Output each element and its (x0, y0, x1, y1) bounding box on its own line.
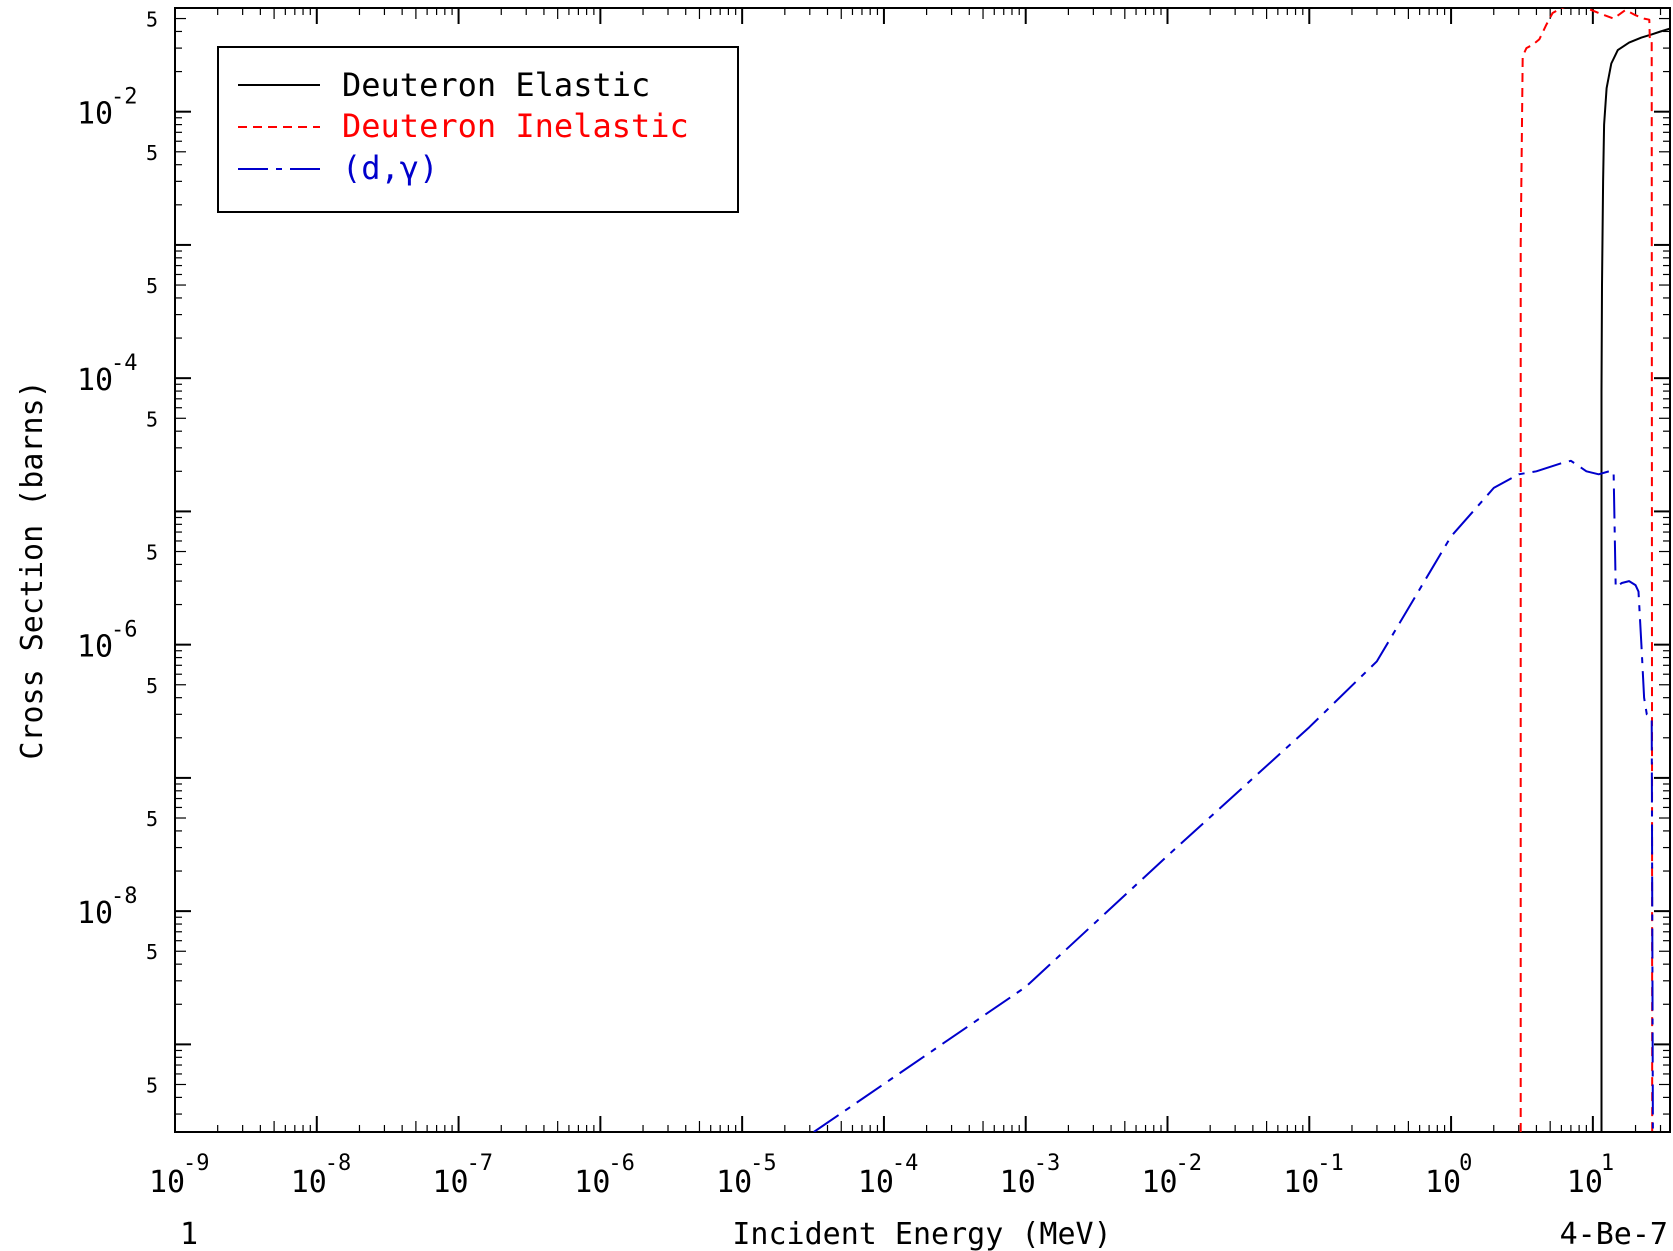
y-tick-exponent: -4 (111, 351, 138, 376)
x-tick-exponent: -7 (467, 1151, 494, 1176)
y-tick-exponent: -2 (111, 85, 138, 110)
x-tick-label: 10 (149, 1165, 185, 1200)
x-tick-label: 10 (433, 1165, 469, 1200)
series-line-0 (1600, 27, 1670, 1132)
x-tick-label: 10 (574, 1165, 610, 1200)
y-minor-label: 5 (146, 674, 158, 698)
x-tick-label: 10 (1425, 1165, 1461, 1200)
x-axis-title: Incident Energy (MeV) (732, 1217, 1111, 1251)
y-minor-label: 5 (146, 141, 158, 165)
y-tick-exponent: -6 (111, 618, 138, 643)
y-minor-label: 5 (146, 407, 158, 431)
legend-label-elastic: Deuteron Elastic (342, 66, 650, 104)
series-line-2 (813, 459, 1654, 1132)
x-tick-exponent: 1 (1601, 1151, 1614, 1176)
x-tick-label: 10 (1283, 1165, 1319, 1200)
corner-left-label: 1 (180, 1217, 198, 1251)
y-tick-exponent: -8 (111, 884, 138, 909)
y-minor-label: 5 (146, 274, 158, 298)
corner-right-label: 4-Be-7 (1560, 1217, 1668, 1251)
axis-ticks (174, 7, 1670, 1132)
x-tick-label: 10 (716, 1165, 752, 1200)
x-tick-exponent: -6 (608, 1151, 635, 1176)
legend-label-inelastic: Deuteron Inelastic (342, 107, 689, 145)
plot-frame (174, 7, 1671, 1133)
x-tick-label: 10 (1141, 1165, 1177, 1200)
y-tick-label: 10 (77, 363, 113, 398)
y-tick-label: 10 (77, 97, 113, 132)
series-line-1 (1519, 8, 1654, 1132)
y-minor-label: 5 (146, 807, 158, 831)
y-minor-label: 5 (146, 940, 158, 964)
y-axis-title: Cross Section (barns) (15, 380, 50, 759)
axis-tick-labels: 55555555510-910-810-710-610-510-410-310-… (77, 8, 1614, 1200)
y-tick-label: 10 (77, 896, 113, 931)
x-tick-exponent: -1 (1317, 1151, 1344, 1176)
y-minor-label: 5 (146, 8, 158, 32)
legend-label-dgamma: (d,γ) (342, 149, 438, 187)
x-tick-exponent: 0 (1459, 1151, 1472, 1176)
x-tick-label: 10 (1567, 1165, 1603, 1200)
y-minor-label: 5 (146, 1073, 158, 1097)
x-tick-label: 10 (1000, 1165, 1036, 1200)
y-minor-label: 5 (146, 541, 158, 565)
legend-box (217, 46, 739, 213)
x-tick-exponent: -5 (750, 1151, 777, 1176)
x-tick-label: 10 (858, 1165, 894, 1200)
y-tick-label: 10 (77, 630, 113, 665)
series-layer (813, 8, 1670, 1132)
x-tick-label: 10 (291, 1165, 327, 1200)
legend: Deuteron Elastic Deuteron Inelastic (d,γ… (217, 46, 739, 213)
x-tick-exponent: -2 (1176, 1151, 1203, 1176)
x-tick-exponent: -9 (183, 1151, 210, 1176)
x-tick-exponent: -4 (892, 1151, 919, 1176)
x-tick-exponent: -8 (325, 1151, 352, 1176)
x-tick-exponent: -3 (1034, 1151, 1061, 1176)
